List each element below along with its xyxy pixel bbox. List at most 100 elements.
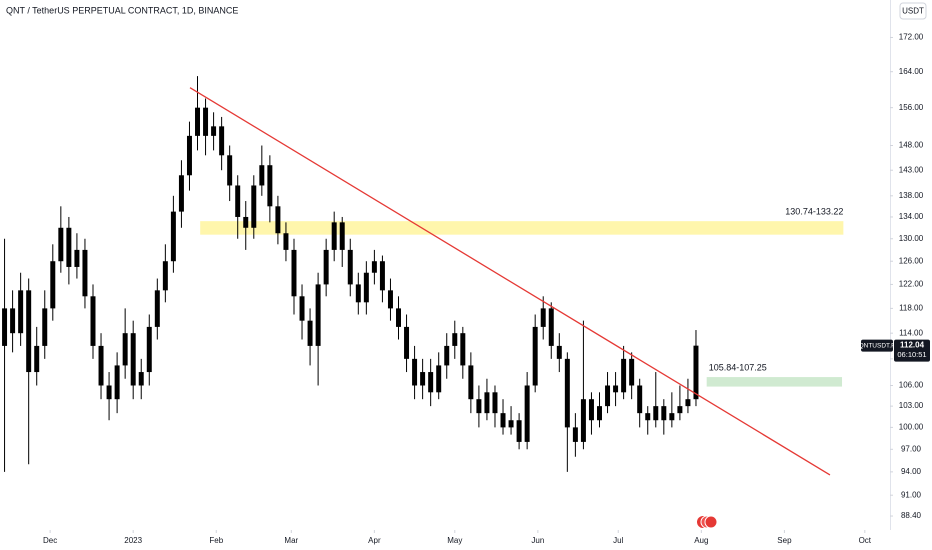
candle-body xyxy=(452,333,458,346)
candle-body xyxy=(315,284,321,346)
candle-body xyxy=(34,345,40,373)
candle-body xyxy=(58,227,64,262)
candle-body xyxy=(428,372,434,393)
y-tick-label: 106.00 xyxy=(899,381,924,390)
y-tick-label: 126.00 xyxy=(899,256,924,265)
symbol-tag xyxy=(861,339,893,352)
x-tick-label: Apr xyxy=(368,536,381,545)
candle-body xyxy=(685,399,691,407)
candle-body xyxy=(564,358,570,428)
candle-body xyxy=(613,385,619,393)
candle-body xyxy=(597,406,602,421)
candle-body xyxy=(50,261,56,309)
candle-body xyxy=(540,308,546,327)
candle-body xyxy=(243,216,249,228)
candle-body xyxy=(396,308,401,327)
candle-body xyxy=(387,290,393,309)
y-tick-label: 130.00 xyxy=(899,234,924,243)
candle-body xyxy=(460,333,466,366)
candle-body xyxy=(669,413,675,421)
price-tag-label: 112.04 xyxy=(900,340,925,349)
candle-body xyxy=(492,392,498,414)
candle-body xyxy=(186,135,192,176)
x-tick-label: 2023 xyxy=(124,536,142,545)
candle-body xyxy=(420,372,426,386)
zone-label: 105.84-107.25 xyxy=(709,362,767,372)
candle-body xyxy=(637,385,643,414)
candle-body xyxy=(693,345,699,400)
y-tick-label: 138.00 xyxy=(899,191,924,200)
candle-body xyxy=(605,385,611,407)
candle-body xyxy=(66,227,72,267)
y-tick-label: 134.00 xyxy=(899,212,924,221)
candle-body xyxy=(10,308,16,334)
y-tick-label: 156.00 xyxy=(899,103,924,112)
candle-body xyxy=(106,385,112,400)
candle-body xyxy=(436,365,442,393)
x-tick-label: May xyxy=(447,536,462,545)
candle-body xyxy=(90,296,96,346)
candle-body xyxy=(339,222,345,250)
candle-body xyxy=(331,222,337,250)
zone-label: 130.74-133.22 xyxy=(785,207,843,217)
candle-body xyxy=(661,406,667,421)
y-tick-label: 118.00 xyxy=(899,303,923,312)
candle-body xyxy=(42,308,48,346)
candle-body xyxy=(283,233,289,250)
candle-body xyxy=(18,290,24,334)
x-tick-label: Oct xyxy=(859,536,872,545)
candle-body xyxy=(162,261,168,291)
candle-body xyxy=(621,358,627,393)
candle-body xyxy=(203,107,209,136)
candle-body xyxy=(347,249,353,285)
candle-body xyxy=(556,345,562,359)
candle-body xyxy=(645,413,651,421)
candle-body xyxy=(653,406,659,421)
x-tick-label: Jul xyxy=(613,536,623,545)
candle-body xyxy=(677,406,683,414)
candle-body xyxy=(371,261,377,273)
candle-body xyxy=(146,326,152,373)
price-tag xyxy=(894,339,930,362)
candle-body xyxy=(629,358,635,386)
candle-body xyxy=(219,126,225,156)
candle-body xyxy=(404,326,410,359)
candle-body xyxy=(2,308,8,346)
chart-title: QNT / TetherUS PERPETUAL CONTRACT, 1D, B… xyxy=(6,5,238,15)
candle-body xyxy=(138,372,144,386)
candle-body xyxy=(524,385,530,442)
candle-body xyxy=(74,249,80,267)
candle-body xyxy=(227,155,233,186)
candle-body xyxy=(548,308,554,346)
candle-body xyxy=(307,320,313,346)
candle-body xyxy=(444,345,450,366)
candle-body xyxy=(572,427,578,442)
candle-body xyxy=(468,365,474,400)
candle-body xyxy=(476,399,482,414)
y-tick-label: 148.00 xyxy=(899,141,924,150)
candle-body xyxy=(588,399,594,421)
x-tick-label: Dec xyxy=(43,536,57,545)
currency-button-label[interactable]: USDT xyxy=(902,7,924,16)
candle-body xyxy=(154,290,160,327)
candle-body xyxy=(98,345,104,386)
flag-icon xyxy=(697,515,718,529)
candle-body xyxy=(532,326,538,386)
candle-body xyxy=(299,296,305,321)
candle-body xyxy=(82,249,88,297)
y-tick-label: 91.00 xyxy=(901,490,922,499)
candle-body xyxy=(516,420,522,442)
x-tick-label: Jun xyxy=(531,536,544,545)
x-tick-label: Sep xyxy=(777,536,792,545)
symbol-tag-label: QNTUSDT.P xyxy=(859,342,896,349)
zone xyxy=(200,221,844,235)
currency-button[interactable] xyxy=(899,2,927,20)
countdown-label: 06:10:51 xyxy=(897,350,926,359)
x-tick-label: Mar xyxy=(284,536,298,545)
y-tick-label: 94.00 xyxy=(901,467,922,476)
candle-body xyxy=(508,420,514,428)
candle-body xyxy=(275,206,281,234)
y-tick-label: 100.00 xyxy=(899,422,924,431)
